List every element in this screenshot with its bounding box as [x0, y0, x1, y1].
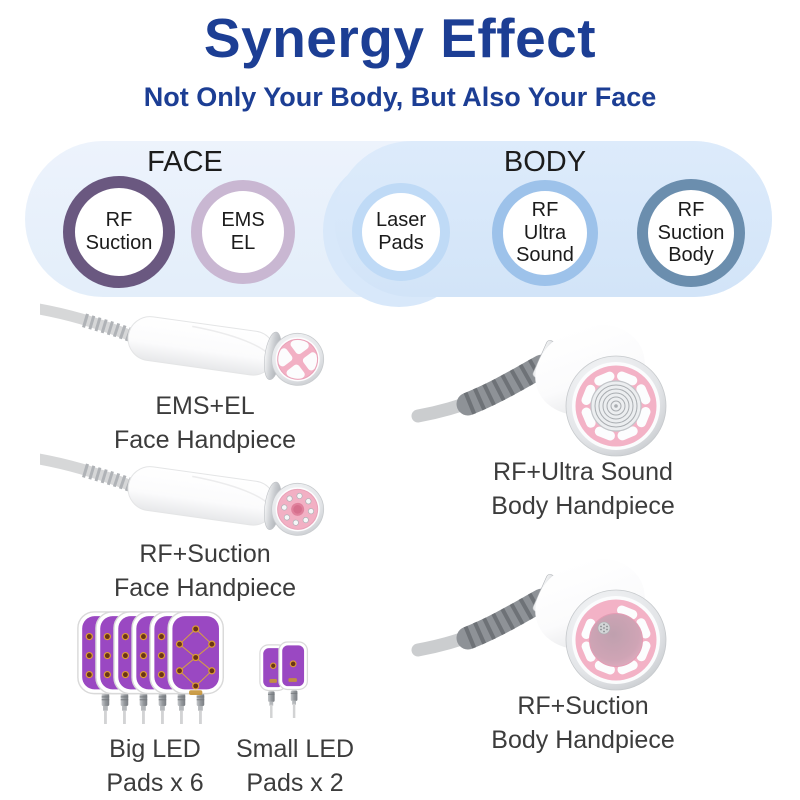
rf-suction-electrode-dots: [281, 492, 315, 526]
ems-el-face-handpiece-label: EMS+EL Face Handpiece: [80, 390, 330, 457]
small-led-pads-label: Small LED Pads x 2: [195, 733, 395, 800]
product-label-line1: EMS+EL: [155, 392, 255, 420]
rf-suction-face-handpiece-label: RF+Suction Face Handpiece: [80, 538, 330, 605]
big-led-pads-label: Big LED Pads x 6: [55, 733, 255, 800]
front-pad: [167, 611, 224, 696]
product-label-line1: Big LED: [109, 735, 201, 763]
rf-ultra-sound-body-handpiece-label: RF+Ultra Sound Body Handpiece: [453, 456, 713, 523]
product-label-line2: Body Handpiece: [491, 725, 675, 754]
pad-logo: [189, 690, 203, 696]
rf-suction-body-handpiece-label: RF+Suction Body Handpiece: [453, 690, 713, 757]
badge-ems-el-label: EMS EL: [221, 209, 265, 254]
rf-ultra-sound-body-handpiece-image: [411, 324, 667, 457]
pink-ring-slots: [581, 605, 651, 675]
badge-ems-el: EMS EL: [191, 180, 295, 284]
badge-rf-suction-label: RF Suction: [85, 209, 153, 254]
ultrasound-transducer-disc: [590, 380, 642, 432]
badge-rf-ultra-sound: RF Ultra Sound: [492, 180, 598, 286]
product-label-line2: Body Handpiece: [491, 491, 675, 520]
small-led-pads-image: [259, 641, 309, 718]
product-label-line1: Small LED: [235, 735, 355, 763]
product-label-line1: RF+Suction: [517, 692, 649, 720]
suction-cavity: [589, 613, 643, 667]
product-label-line2: Pads x 6: [106, 768, 204, 797]
connector-pins: [101, 693, 205, 724]
badge-laser-pads: Laser Pads: [352, 183, 450, 281]
front-pad: [278, 641, 309, 691]
big-led-pads-image: [77, 611, 224, 724]
page-subtitle: Not Only Your Body, But Also Your Face: [143, 82, 657, 112]
badge-rf-suction-body-label: RF Suction Body: [657, 199, 725, 267]
product-label-line1: RF+Suction: [139, 540, 271, 568]
product-label-line1: RF+Ultra Sound: [493, 458, 673, 486]
badge-rf-ultra-sound-label: RF Ultra Sound: [516, 199, 574, 267]
product-label-line2: Pads x 2: [246, 768, 344, 797]
rf-suction-face-handpiece-image: [40, 452, 325, 536]
badge-laser-pads-label: Laser Pads: [375, 209, 427, 254]
stacked-pads: [77, 611, 224, 696]
connector-pins: [267, 690, 298, 718]
badge-rf-suction-body: RF Suction Body: [637, 179, 745, 287]
face-section-label: FACE: [147, 146, 223, 178]
body-section-label: BODY: [503, 146, 587, 178]
product-label-line2: Face Handpiece: [113, 573, 297, 602]
product-label-line2: Face Handpiece: [113, 425, 297, 454]
badge-rf-suction: RF Suction: [63, 176, 175, 288]
pink-ring-slots: [581, 371, 651, 441]
rf-suction-body-handpiece-image: [411, 558, 667, 691]
page-title: Synergy Effect: [203, 7, 597, 69]
ems-el-face-handpiece-image: [40, 302, 325, 386]
